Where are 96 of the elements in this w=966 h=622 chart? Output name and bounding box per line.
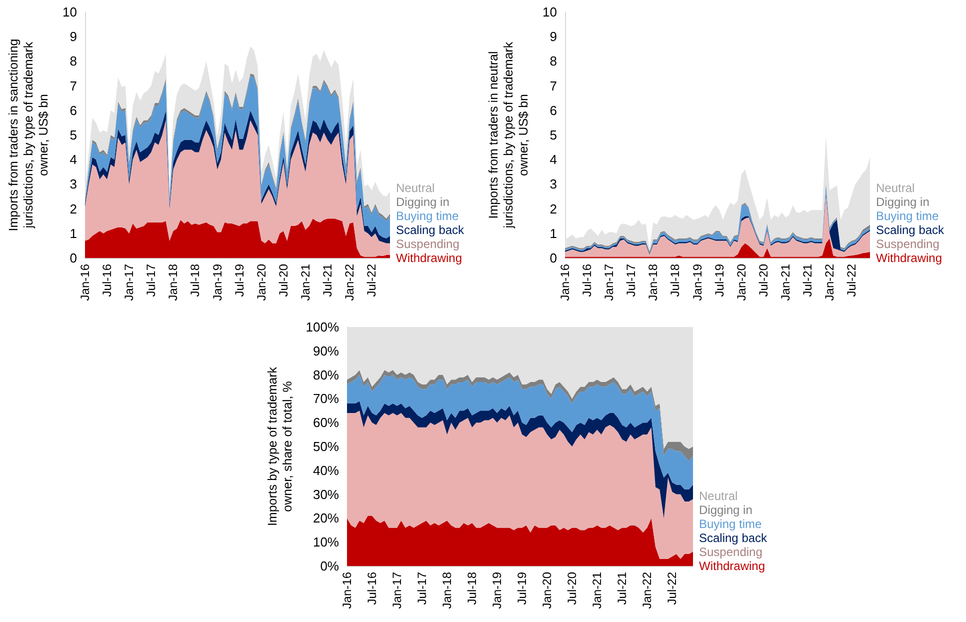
y-tick-label: 1 [70, 226, 77, 241]
x-tick-label: Jul-17 [624, 264, 638, 297]
y-tick-label: 7 [70, 78, 77, 94]
x-tick-label: Jul-21 [320, 264, 335, 297]
x-tick-label: Jul-18 [668, 264, 682, 297]
y-tick-label: 90% [312, 343, 340, 358]
x-tick-label: Jan-18 [166, 264, 180, 301]
y-tick-label: 7 [550, 78, 557, 94]
text: Neutral [699, 489, 738, 503]
x-tick-label: Jul-18 [188, 264, 202, 297]
text: Digging in [699, 503, 752, 517]
y-axis-title: Imports from traders in neutral jurisdictions, by type of trademark owner, US$ bn [486, 41, 530, 230]
x-tick-label: Jan-17 [122, 264, 136, 301]
y-tick-label: 2 [550, 201, 557, 216]
y-tick-label: 50% [312, 439, 340, 454]
series-label: Withdrawing [396, 251, 462, 265]
x-tick-label: Jul-21 [615, 572, 630, 605]
x-tick-label: Jan-18 [440, 572, 454, 609]
x-tick-label: Jul-20 [565, 572, 580, 605]
x-tick-label: Jul-16 [100, 264, 114, 297]
x-tick-label: Jul-16 [580, 264, 594, 297]
series-label: Suspending [699, 545, 762, 559]
x-tick-label: Jan-18 [646, 264, 660, 301]
y-tick-label: 80% [312, 367, 340, 382]
x-tick-label: Jan-20 [734, 264, 748, 301]
x-tick-label: Jul-16 [365, 572, 380, 605]
x-tick-label: Jan-22 [822, 264, 837, 301]
x-tick-label: Jul-21 [800, 264, 815, 297]
x-tick-label: Jan-22 [342, 264, 357, 301]
series-label: Suspending [876, 237, 940, 251]
series-label: Digging in [396, 195, 450, 209]
y-tick-label: 0% [320, 558, 340, 574]
x-tick-label: Jul-17 [144, 264, 158, 297]
series-label: Neutral [876, 181, 915, 195]
series-label: Suspending [396, 237, 460, 251]
series-label: Scaling back [876, 223, 946, 237]
x-tick-label: Jul-17 [415, 572, 430, 605]
series-label: Withdrawing [876, 251, 942, 265]
y-tick-label: 6 [550, 102, 557, 118]
y-tick-label: 2 [70, 201, 77, 216]
y-tick-label: 1 [550, 226, 557, 241]
x-tick-label: Jan-20 [540, 572, 554, 609]
y-tick-label: 9 [70, 29, 77, 44]
y-tick-label: 4 [70, 152, 77, 168]
x-tick-label: Jan-16 [78, 264, 92, 301]
x-tick-label: Jan-20 [254, 264, 268, 301]
y-tick-label: 9 [550, 29, 557, 44]
y-tick-label: 30% [312, 486, 340, 502]
series-label: Neutral [396, 181, 435, 195]
y-tick-label: 0 [70, 250, 77, 266]
series-label: Buying time [396, 209, 460, 223]
text: Buying time [699, 517, 762, 531]
y-tick-label: 10% [312, 534, 340, 550]
series-label: Buying time [876, 209, 940, 223]
y-axis-title: Imports by type of trademark owner, share of total, % [265, 366, 294, 526]
x-tick-label: Jul-22 [364, 264, 379, 297]
y-tick-label: 4 [550, 152, 557, 168]
x-tick-label: Jan-19 [210, 264, 224, 301]
x-tick-label: Jan-17 [390, 572, 404, 609]
y-axis-title: Imports from traders in sanctioning jurisdictions, by type of trademark owner, US$ bn [6, 38, 50, 232]
y-tick-label: 0 [550, 250, 557, 266]
x-tick-label: Jan-21 [590, 572, 604, 609]
y-tick-label: 8 [550, 54, 557, 69]
y-tick-label: 10 [62, 4, 77, 20]
series-label: Scaling back [396, 223, 466, 237]
x-tick-label: Jan-17 [602, 264, 616, 301]
y-tick-label: 8 [70, 54, 77, 69]
x-tick-label: Jan-22 [640, 572, 654, 609]
series-label: Digging in [876, 195, 930, 209]
x-tick-label: Jul-19 [232, 264, 246, 297]
x-tick-label: Jul-20 [276, 264, 290, 297]
x-tick-label: Jan-19 [490, 572, 504, 609]
x-tick-label: Jul-18 [465, 572, 480, 605]
text: Scaling back [699, 531, 768, 545]
x-tick-label: Jul-22 [665, 572, 680, 605]
x-tick-label: Jul-22 [844, 264, 859, 297]
y-tick-label: 60% [312, 415, 340, 430]
x-tick-label: Jan-21 [298, 264, 312, 301]
y-tick-label: 5 [70, 128, 77, 142]
x-tick-label: Jan-16 [340, 572, 354, 609]
x-tick-label: Jan-19 [690, 264, 704, 301]
y-tick-label: 6 [70, 102, 77, 118]
x-tick-label: Jul-19 [515, 572, 530, 605]
x-tick-label: Jan-16 [558, 264, 572, 301]
y-tick-label: 5 [550, 128, 557, 142]
x-tick-label: Jul-20 [756, 264, 770, 297]
y-tick-label: 3 [70, 176, 77, 192]
x-tick-label: Jul-19 [712, 264, 726, 297]
y-tick-label: 40% [312, 462, 340, 478]
y-tick-label: 100% [306, 320, 340, 334]
y-tick-label: 70% [312, 391, 340, 406]
x-tick-label: Jan-21 [778, 264, 792, 301]
series-label: Withdrawing [699, 559, 766, 573]
y-tick-label: 20% [312, 510, 340, 526]
y-tick-label: 10 [542, 4, 557, 20]
y-tick-label: 3 [550, 176, 557, 192]
